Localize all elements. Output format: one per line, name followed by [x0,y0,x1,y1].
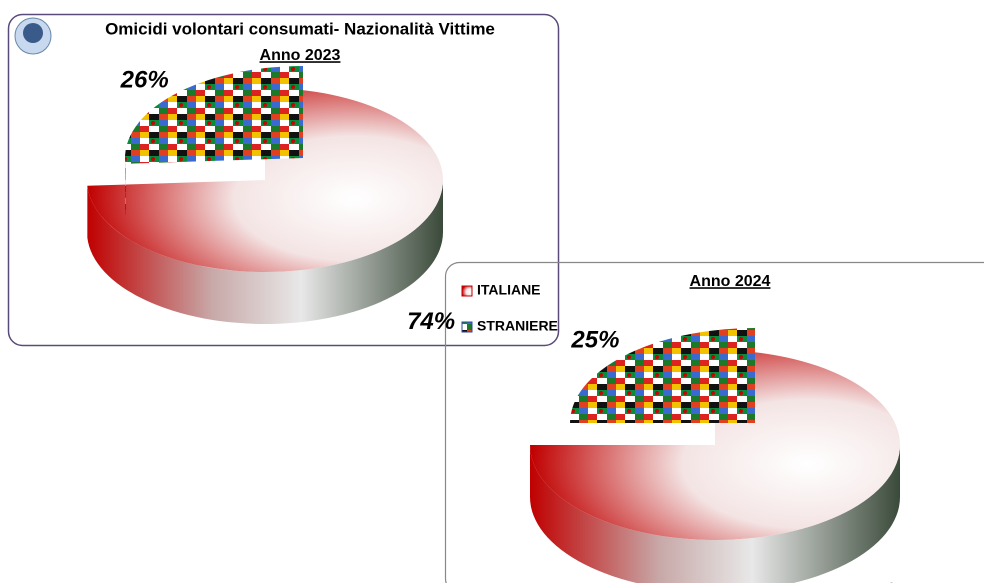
legend-label: STRANIERE [477,318,558,334]
logo-inner [23,23,43,43]
legend-swatch [462,322,472,332]
chart: Omicidi volontari consumati- Nazionalità… [0,0,984,583]
data-label: 25% [570,326,619,353]
legend-label: ITALIANE [477,282,541,298]
chart-title: Omicidi volontari consumati- Nazionalità… [105,19,495,38]
data-label: 75% [858,578,906,583]
data-label: 74% [407,308,455,335]
data-label: 26% [120,67,169,94]
chart-subtitle: Anno 2023 [260,47,341,64]
legend-swatch [462,286,472,296]
chart-subtitle: Anno 2024 [690,273,771,290]
